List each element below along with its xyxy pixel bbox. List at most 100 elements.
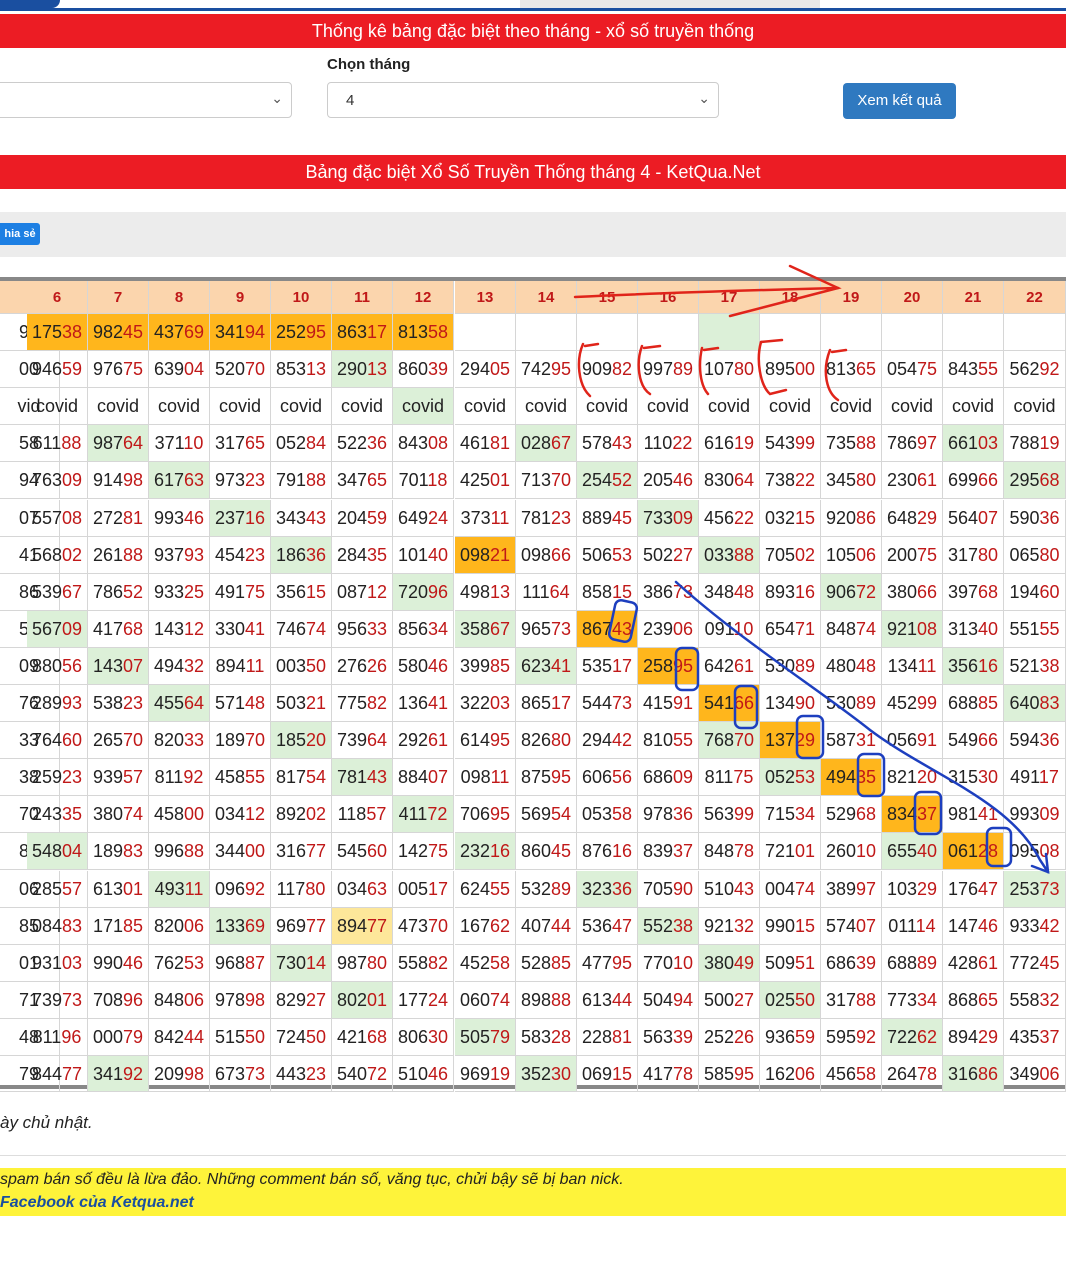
number-last-two-digits: 06: [856, 545, 877, 565]
table-cell: 89888: [516, 982, 577, 1019]
table-cell: 60656: [577, 759, 638, 796]
number-last-two-digits: 04: [62, 841, 83, 861]
number-prefix: 982: [92, 322, 123, 342]
number-prefix: 025: [764, 990, 795, 1010]
number-last-two-digits: 58: [612, 804, 633, 824]
number-last-two-digits: 75: [917, 359, 938, 379]
table-cell: 55238: [638, 908, 699, 945]
table-cell: 18520: [271, 722, 332, 759]
table-cell: 37311: [455, 500, 516, 537]
number-prefix: 134: [764, 693, 795, 713]
table-cell: 31788: [821, 982, 882, 1019]
column-header: 13: [455, 281, 516, 314]
number-prefix: 860: [520, 841, 551, 861]
table-cell: 53823: [88, 685, 149, 722]
number-prefix: 848: [825, 619, 856, 639]
number-last-two-digits: 06: [795, 1064, 816, 1084]
month-select[interactable]: 4 ⌄: [327, 82, 719, 118]
table-cell: 64261: [699, 648, 760, 685]
table-cell: 05284: [271, 425, 332, 462]
number-last-two-digits: 02: [795, 545, 816, 565]
number-prefix: 569: [520, 804, 551, 824]
number-prefix: 143: [153, 619, 184, 639]
table-cell: 72450: [271, 1019, 332, 1056]
number-prefix: 532: [520, 879, 551, 899]
number-prefix: 260: [825, 841, 856, 861]
table-cell: 22881: [577, 1019, 638, 1056]
table-cell: 14275: [393, 833, 454, 870]
column-header: 20: [882, 281, 943, 314]
number-prefix: 557: [31, 508, 62, 528]
number-prefix: 452: [886, 693, 917, 713]
table-cell: covid: [149, 388, 210, 425]
number-last-two-digits: 09: [62, 619, 83, 639]
number-last-two-digits: 23: [245, 470, 266, 490]
number-prefix: 898: [520, 990, 551, 1010]
share-button[interactable]: hia sẻ: [0, 223, 40, 245]
table-cell: 18636: [271, 537, 332, 574]
number-prefix: 028: [520, 433, 551, 453]
table-cell: 56802: [27, 537, 88, 574]
number-prefix: 261: [92, 545, 123, 565]
table-cell: 82120: [882, 759, 943, 796]
number-prefix: 614: [459, 730, 490, 750]
year-select[interactable]: ⌄: [0, 82, 292, 118]
number-last-two-digits: 55: [245, 767, 266, 787]
table-cell: 78819: [1004, 425, 1066, 462]
number-prefix: 973: [214, 470, 245, 490]
table-cell: 97675: [88, 351, 149, 388]
number-prefix: 858: [581, 582, 612, 602]
table-cell: covid: [210, 388, 271, 425]
number-prefix: 535: [581, 656, 612, 676]
column-header: 21: [943, 281, 1004, 314]
table-cell: 49175: [210, 574, 271, 611]
number-prefix: 813: [397, 322, 428, 342]
table-cell: 78652: [88, 574, 149, 611]
number-prefix: 330: [214, 619, 245, 639]
number-last-two-digits: 43: [306, 508, 327, 528]
number-prefix: 990: [92, 953, 123, 973]
number-prefix: 175: [31, 322, 62, 342]
number-last-two-digits: 06: [184, 990, 205, 1010]
number-last-two-digits: 88: [856, 433, 877, 453]
table-cell: covid: [821, 388, 882, 425]
number-last-two-digits: 17: [428, 879, 449, 899]
number-prefix: 110: [643, 433, 673, 453]
table-cell: 26570: [88, 722, 149, 759]
number-prefix: 786: [886, 433, 917, 453]
number-prefix: 134: [887, 656, 918, 676]
table-cell: 58328: [516, 1019, 577, 1056]
table-cell: 73588: [821, 425, 882, 462]
banner-ad: [520, 0, 820, 8]
number-last-two-digits: 63: [367, 879, 388, 899]
table-cell: 78697: [882, 425, 943, 462]
number-last-two-digits: 93: [62, 693, 83, 713]
number-last-two-digits: 66: [978, 470, 999, 490]
table-cell: 44323: [271, 1056, 332, 1092]
number-last-two-digits: 44: [551, 916, 572, 936]
facebook-link[interactable]: Facebook của Ketqua.net: [0, 1194, 194, 1211]
number-last-two-digits: 72: [427, 804, 448, 824]
number-prefix: 574: [825, 916, 856, 936]
number-last-two-digits: 65: [245, 433, 266, 453]
submit-button[interactable]: Xem kết quả: [843, 83, 956, 119]
number-prefix: 458: [214, 767, 245, 787]
number-last-two-digits: 46: [673, 470, 694, 490]
table-cell: 84878: [699, 833, 760, 870]
table-cell: 28435: [332, 537, 393, 574]
number-prefix: 087: [336, 582, 367, 602]
table-cell: 56954: [516, 796, 577, 833]
number-last-two-digits: 70: [245, 730, 266, 750]
number-last-two-digits: 35: [367, 545, 388, 565]
number-prefix: 341: [214, 322, 245, 342]
number-last-two-digits: 39: [673, 1027, 694, 1047]
table-cell: 51550: [210, 1019, 271, 1056]
number-last-two-digits: 30: [428, 1027, 449, 1047]
number-last-two-digits: 25: [184, 582, 205, 602]
number-prefix: 853: [275, 359, 306, 379]
number-prefix: 407: [520, 916, 551, 936]
table-cell: 00517: [393, 871, 454, 908]
number-last-two-digits: 73: [62, 990, 83, 1010]
table-cell: 87616: [577, 833, 638, 870]
table-cell: 56407: [943, 500, 1004, 537]
